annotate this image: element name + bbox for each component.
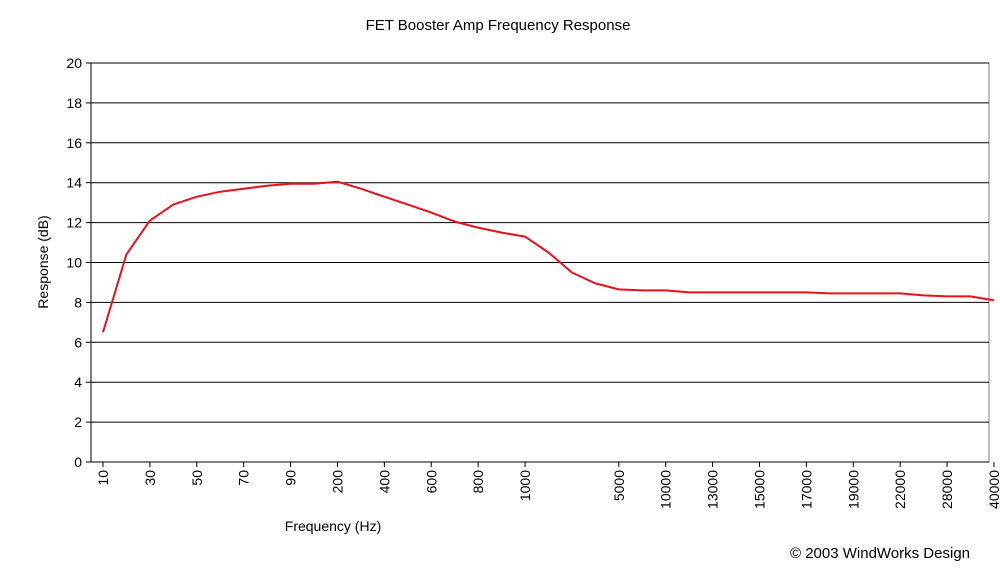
x-tick-label: 200 <box>329 470 345 494</box>
y-tick-label: 18 <box>66 95 82 111</box>
y-tick-label: 16 <box>66 135 82 151</box>
x-tick-label: 13000 <box>705 470 721 509</box>
x-tick-label: 10 <box>95 470 111 486</box>
y-tick-label: 8 <box>74 294 82 310</box>
y-tick-label: 4 <box>74 374 82 390</box>
y-tick-label: 12 <box>66 215 82 231</box>
x-tick-label: 800 <box>470 470 486 494</box>
x-tick-label: 400 <box>376 470 392 494</box>
gridlines <box>91 62 989 423</box>
x-tick-label: 1000 <box>517 470 533 501</box>
x-tick-label: 30 <box>142 470 158 486</box>
y-tick-label: 0 <box>74 454 82 470</box>
y-tick-label: 2 <box>74 414 82 430</box>
y-tick-label: 10 <box>66 255 82 271</box>
x-tick-label: 15000 <box>752 470 768 509</box>
x-tick-label: 28000 <box>939 470 955 509</box>
y-tick-label: 20 <box>66 55 82 71</box>
x-tick-label: 5000 <box>611 470 627 501</box>
x-tick-label: 600 <box>423 470 439 494</box>
x-tick-label: 10000 <box>658 470 674 509</box>
x-tick-label: 90 <box>283 470 299 486</box>
x-tick-label: 50 <box>189 470 205 486</box>
x-axis-label: Frequency (Hz) <box>285 518 381 534</box>
y-axis-ticks: 0 2 4 6 8 10 12 14 16 18 20 <box>66 55 91 470</box>
series-group <box>102 180 995 333</box>
copyright-credit: © 2003 WindWorks Design <box>789 545 970 562</box>
x-tick-label: 70 <box>236 470 252 486</box>
x-tick-label: 40000 <box>986 470 1000 509</box>
series-line <box>102 180 995 333</box>
x-axis-ticks: 10 30 50 70 90 200 400 600 800 1000 5000 10000 13000… <box>95 462 1000 509</box>
y-tick-label: 14 <box>66 175 82 191</box>
chart-title: FET Booster Amp Frequency Response <box>366 17 631 34</box>
x-tick-label: 22000 <box>892 470 908 509</box>
x-tick-label: 17000 <box>798 470 814 509</box>
y-axis-label: Response (dB) <box>35 215 51 308</box>
y-tick-label: 6 <box>74 334 82 350</box>
x-tick-label: 19000 <box>845 470 861 509</box>
